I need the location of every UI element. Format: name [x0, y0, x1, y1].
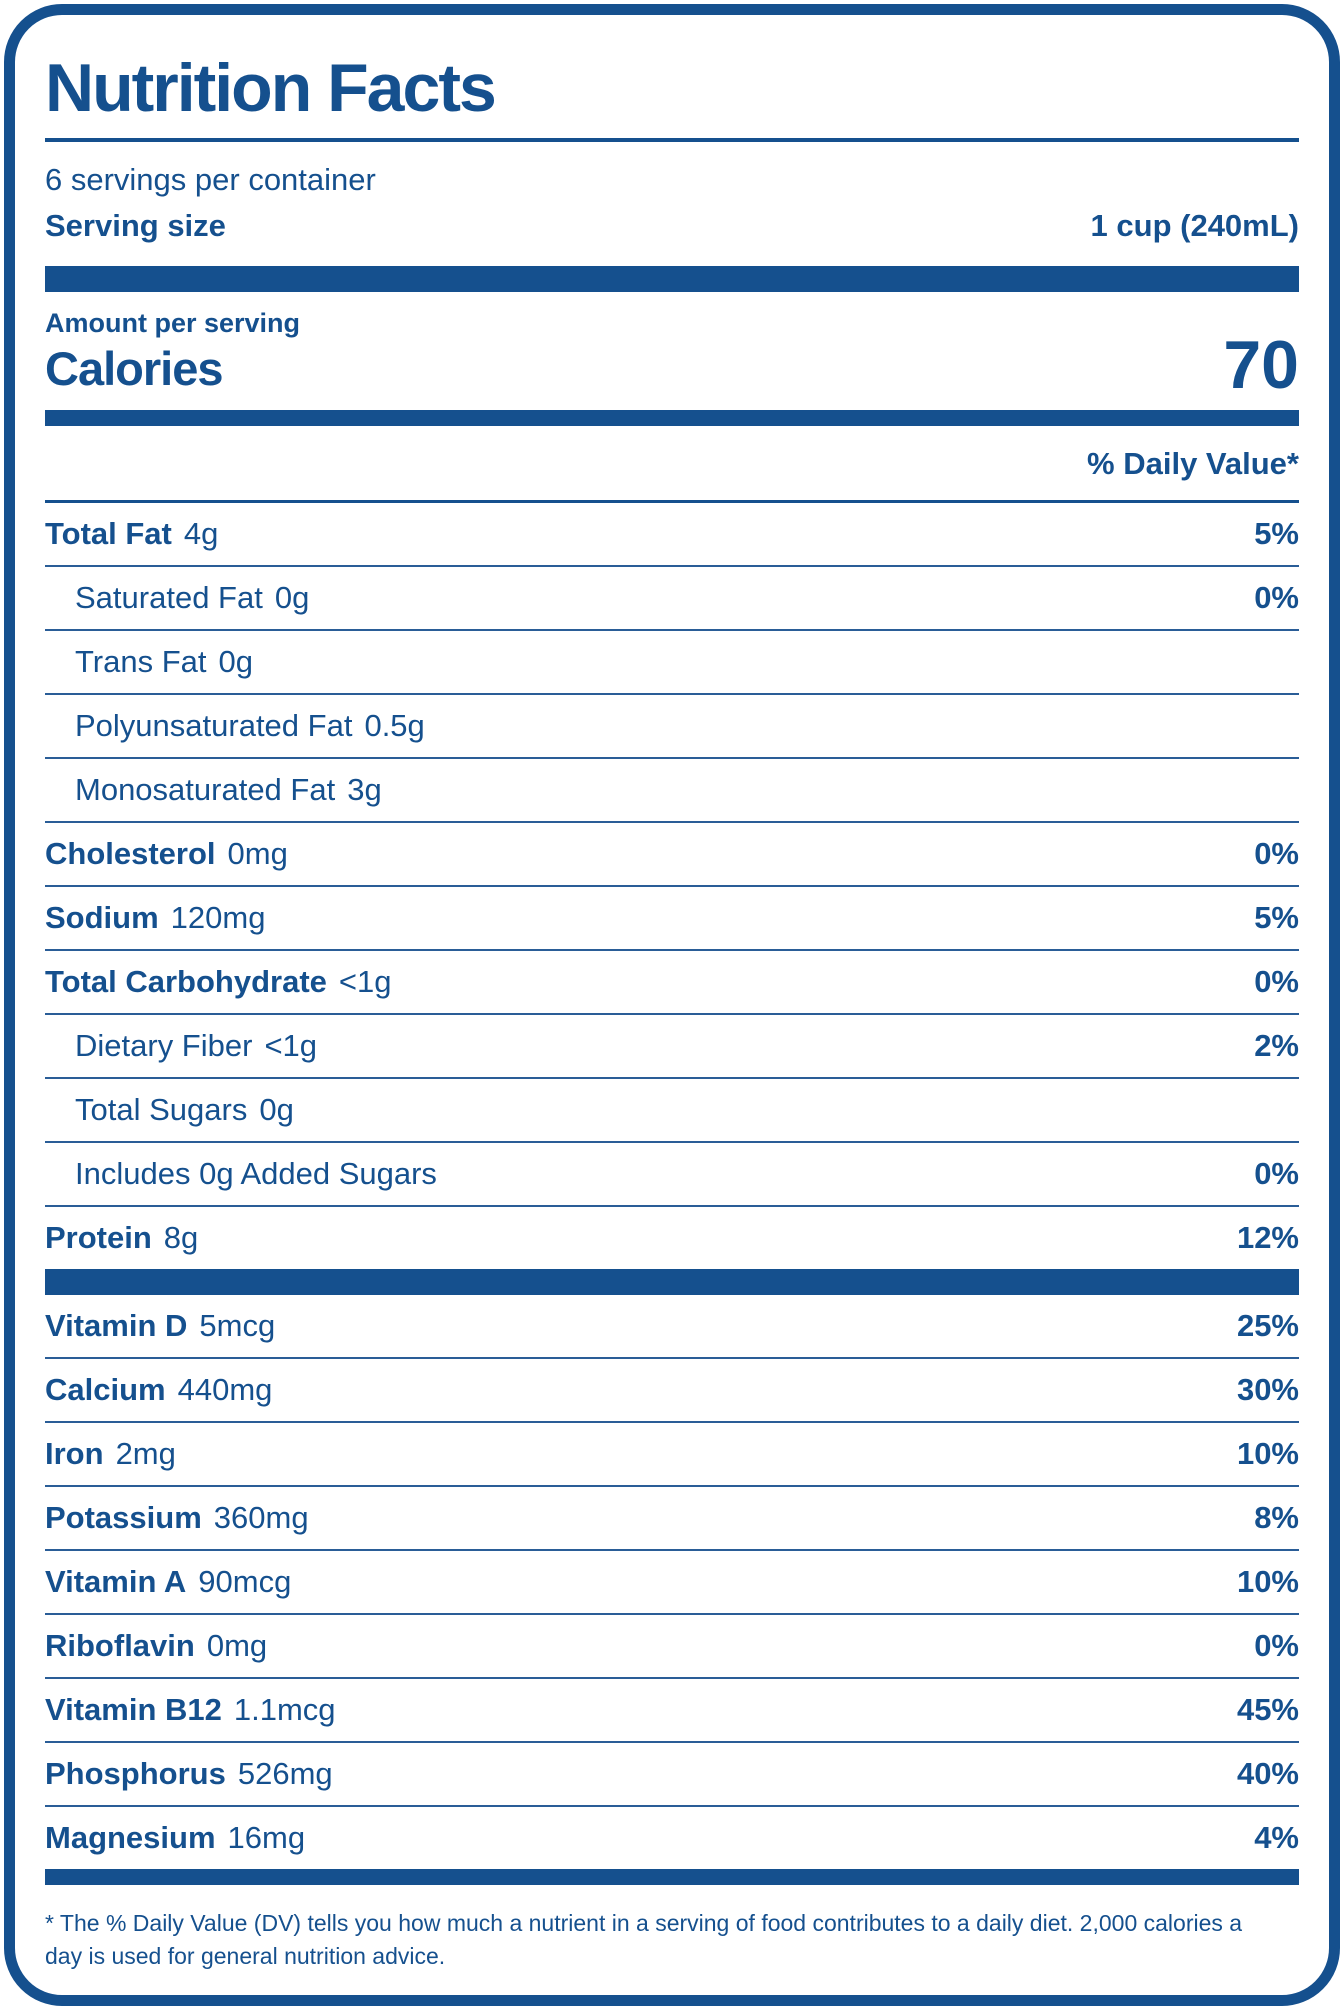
vitamin-dv: 0% — [1254, 1628, 1299, 1664]
vitamin-name: Vitamin B12 — [45, 1692, 222, 1728]
nutrient-dv: 0% — [1254, 964, 1299, 1000]
vitamin-name: Iron — [45, 1436, 104, 1472]
nutrient-name: Dietary Fiber — [75, 1028, 253, 1064]
vitamin-name: Calcium — [45, 1372, 166, 1408]
nutrient-amount: <1g — [264, 1028, 318, 1064]
nutrient-row-trans-fat: Trans Fat 0g — [45, 631, 1299, 696]
nutrient-dv: 0% — [1254, 836, 1299, 872]
label-title: Nutrition Facts — [45, 50, 497, 126]
nutrient-amount: 0.5g — [364, 708, 425, 744]
vitamin-row-magnesium: Magnesium 16mg 4% — [45, 1807, 1299, 1869]
vitamin-row-vitamin-a: Vitamin A 90mcg 10% — [45, 1551, 1299, 1616]
vitamin-name: Riboflavin — [45, 1628, 195, 1664]
nutrient-dv: 5% — [1254, 900, 1299, 936]
amount-per-serving-label: Amount per serving — [45, 308, 301, 339]
nutrient-row-monosaturated-fat: Monosaturated Fat 3g — [45, 759, 1299, 824]
nutrient-name: Trans Fat — [75, 644, 207, 680]
calories-value: 70 — [1223, 327, 1299, 404]
nutrient-name: Total Sugars — [75, 1092, 248, 1128]
serving-size-label: Serving size — [45, 208, 226, 244]
vitamin-dv: 40% — [1236, 1756, 1299, 1792]
nutrient-amount: 0g — [259, 1092, 294, 1128]
nutrient-row-total-carbohydrate: Total Carbohydrate <1g 0% — [45, 951, 1299, 1016]
vitamin-row-potassium: Potassium 360mg 8% — [45, 1487, 1299, 1552]
nutrient-row-saturated-fat: Saturated Fat 0g 0% — [45, 567, 1299, 632]
vitamin-dv: 25% — [1236, 1308, 1299, 1344]
vitamin-row-iron: Iron 2mg 10% — [45, 1423, 1299, 1488]
nutrient-row-total-fat: Total Fat 4g 5% — [45, 503, 1299, 568]
serving-size-value: 1 cup (240mL) — [1090, 208, 1299, 244]
vitamin-amount: 360mg — [213, 1500, 309, 1536]
vitamin-row-vitamin-d: Vitamin D 5mcg 25% — [45, 1295, 1299, 1360]
nutrient-name: Protein — [45, 1220, 152, 1256]
nutrient-amount: 0mg — [227, 836, 288, 872]
nutrient-name: Monosaturated Fat — [75, 772, 336, 808]
vitamin-dv: 8% — [1254, 1500, 1299, 1536]
divider-thick-calories — [45, 410, 1299, 427]
nutrient-row-protein: Protein 8g 12% — [45, 1207, 1299, 1269]
vitamin-row-phosphorus: Phosphorus 526mg 40% — [45, 1743, 1299, 1808]
vitamin-row-riboflavin: Riboflavin 0mg 0% — [45, 1615, 1299, 1680]
title-divider — [45, 138, 1299, 143]
servings-per-container: 6 servings per container — [45, 162, 376, 198]
nutrient-amount: 120mg — [170, 900, 266, 936]
vitamin-amount: 0mg — [206, 1628, 268, 1664]
nutrient-dv: 5% — [1254, 516, 1299, 552]
nutrient-row-dietary-fiber: Dietary Fiber <1g 2% — [45, 1015, 1299, 1080]
calories-block: Amount per serving Calories 70 — [45, 292, 1299, 410]
nutrient-row-added-sugars: Includes 0g Added Sugars 0% — [45, 1143, 1299, 1208]
nutrient-name: Sodium — [45, 900, 159, 936]
nutrient-amount: 0g — [274, 580, 310, 616]
nutrient-amount: 4g — [183, 516, 219, 552]
nutrition-label: Nutrition Facts 6 servings per container… — [4, 4, 1340, 2006]
vitamin-dv: 4% — [1254, 1820, 1299, 1856]
nutrient-name: Saturated Fat — [75, 580, 263, 616]
nutrient-dv: 12% — [1236, 1220, 1299, 1256]
vitamin-amount: 90mcg — [198, 1564, 292, 1600]
vitamin-name: Potassium — [45, 1500, 202, 1536]
vitamin-amount: 440mg — [177, 1372, 273, 1408]
nutrient-name: Total Fat — [45, 516, 172, 552]
divider-thick-footnote — [45, 1869, 1299, 1886]
nutrient-name: Includes 0g Added Sugars — [75, 1156, 437, 1192]
vitamin-amount: 1.1mcg — [233, 1692, 336, 1728]
divider-thick-serving — [45, 266, 1299, 293]
vitamin-dv: 10% — [1236, 1436, 1299, 1472]
vitamin-row-vitamin-b12: Vitamin B12 1.1mcg 45% — [45, 1679, 1299, 1744]
daily-value-header: % Daily Value* — [45, 426, 1299, 504]
nutrient-dv: 0% — [1254, 1156, 1299, 1192]
serving-size-row: Serving size 1 cup (240mL) — [45, 208, 1299, 244]
nutrient-row-polyunsaturated-fat: Polyunsaturated Fat 0.5g — [45, 695, 1299, 760]
vitamin-row-calcium: Calcium 440mg 30% — [45, 1359, 1299, 1424]
calories-label: Calories — [45, 342, 223, 396]
nutrient-row-cholesterol: Cholesterol 0mg 0% — [45, 823, 1299, 888]
nutrient-amount: 3g — [347, 772, 382, 808]
nutrient-row-total-sugars: Total Sugars 0g — [45, 1079, 1299, 1144]
vitamin-amount: 2mg — [115, 1436, 176, 1472]
vitamin-amount: 5mcg — [199, 1308, 276, 1344]
nutrient-dv: 0% — [1254, 580, 1299, 616]
nutrient-name: Cholesterol — [45, 836, 216, 872]
nutrient-dv: 2% — [1254, 1028, 1299, 1064]
vitamin-name: Phosphorus — [45, 1756, 226, 1792]
nutrient-amount: <1g — [338, 964, 392, 1000]
nutrient-amount: 0g — [218, 644, 253, 680]
vitamin-amount: 526mg — [237, 1756, 333, 1792]
vitamin-dv: 45% — [1236, 1692, 1299, 1728]
vitamin-name: Magnesium — [45, 1820, 216, 1856]
nutrient-name: Polyunsaturated Fat — [75, 708, 353, 744]
vitamin-amount: 16mg — [227, 1820, 306, 1856]
nutrient-amount: 8g — [163, 1220, 199, 1256]
nutrient-row-sodium: Sodium 120mg 5% — [45, 887, 1299, 952]
daily-value-footnote: * The % Daily Value (DV) tells you how m… — [45, 1910, 1243, 1969]
vitamin-dv: 10% — [1236, 1564, 1299, 1600]
vitamin-name: Vitamin D — [45, 1308, 188, 1344]
vitamin-name: Vitamin A — [45, 1564, 187, 1600]
vitamin-dv: 30% — [1236, 1372, 1299, 1408]
nutrient-name: Total Carbohydrate — [45, 964, 327, 1000]
divider-thick-protein — [45, 1269, 1299, 1296]
